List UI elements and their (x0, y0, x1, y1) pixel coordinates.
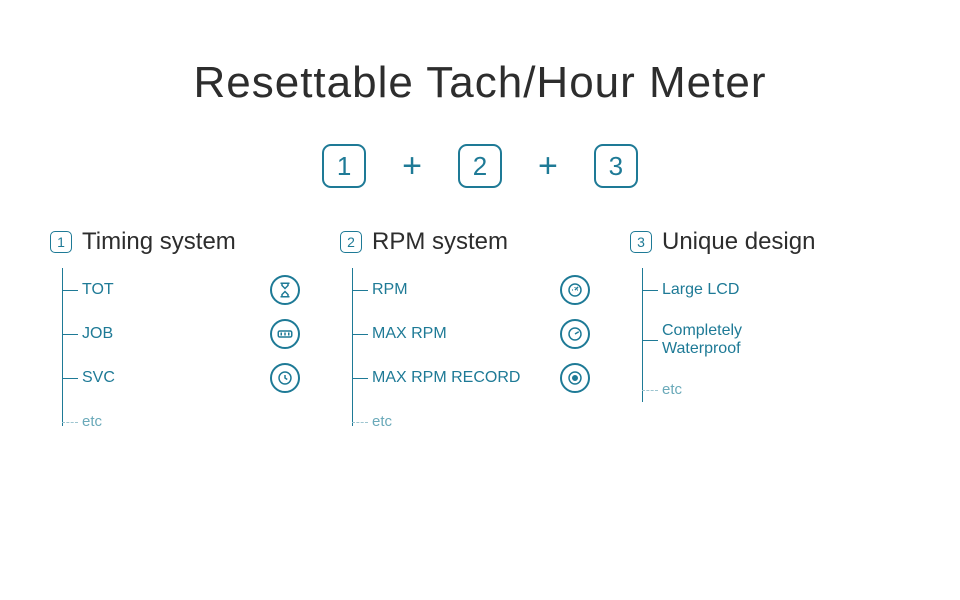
equation-badge-2: 2 (458, 144, 502, 188)
item-label: Large LCD (662, 281, 739, 299)
heading-badge: 3 (630, 231, 652, 253)
tree-item: SVC (82, 356, 330, 400)
tree-item: TOT (82, 268, 330, 312)
counter-icon (270, 319, 300, 349)
column-timing: 1 Timing system TOT JOB SVC (50, 228, 330, 444)
tree-trunk (642, 268, 643, 402)
item-label: etc (372, 413, 392, 430)
tree-item-etc: etc (662, 368, 910, 412)
item-label: RPM (372, 281, 408, 299)
equation-badge-1: 1 (322, 144, 366, 188)
page-title: Resettable Tach/Hour Meter (0, 0, 960, 108)
hourglass-icon (270, 275, 300, 305)
tree-item: Completely Waterproof (662, 312, 910, 368)
heading-text: Unique design (662, 228, 815, 256)
tree-trunk (352, 268, 353, 426)
record-icon (560, 363, 590, 393)
item-label: JOB (82, 325, 113, 343)
column-rpm: 2 RPM system RPM MAX RPM MAX RPM RECORD (340, 228, 620, 444)
tree-item-etc: etc (372, 400, 620, 444)
gauge-max-icon (560, 319, 590, 349)
feature-tree: RPM MAX RPM MAX RPM RECORD etc (340, 268, 620, 444)
heading-text: Timing system (82, 228, 236, 256)
tree-item-etc: etc (82, 400, 330, 444)
feature-tree: TOT JOB SVC etc (50, 268, 330, 444)
heading-badge: 2 (340, 231, 362, 253)
tree-item: JOB (82, 312, 330, 356)
plus-icon: + (402, 147, 422, 186)
column-heading: 3 Unique design (630, 228, 910, 256)
item-label: SVC (82, 369, 115, 387)
item-label: MAX RPM (372, 325, 447, 343)
tree-item: RPM (372, 268, 620, 312)
item-label: etc (82, 413, 102, 430)
equation-row: 1 + 2 + 3 (0, 144, 960, 188)
clock-icon (270, 363, 300, 393)
gauge-icon (560, 275, 590, 305)
heading-text: RPM system (372, 228, 508, 256)
item-label: etc (662, 381, 682, 398)
columns-container: 1 Timing system TOT JOB SVC (0, 228, 960, 444)
tree-trunk (62, 268, 63, 426)
feature-tree: Large LCD Completely Waterproof etc (630, 268, 910, 412)
heading-badge: 1 (50, 231, 72, 253)
tree-item: MAX RPM (372, 312, 620, 356)
column-heading: 2 RPM system (340, 228, 620, 256)
tree-item: MAX RPM RECORD (372, 356, 620, 400)
item-label: TOT (82, 281, 114, 299)
equation-badge-3: 3 (594, 144, 638, 188)
item-label: Completely Waterproof (662, 322, 742, 359)
item-label: MAX RPM RECORD (372, 369, 520, 387)
tree-item: Large LCD (662, 268, 910, 312)
column-heading: 1 Timing system (50, 228, 330, 256)
column-design: 3 Unique design Large LCD Completely Wat… (630, 228, 910, 444)
plus-icon: + (538, 147, 558, 186)
